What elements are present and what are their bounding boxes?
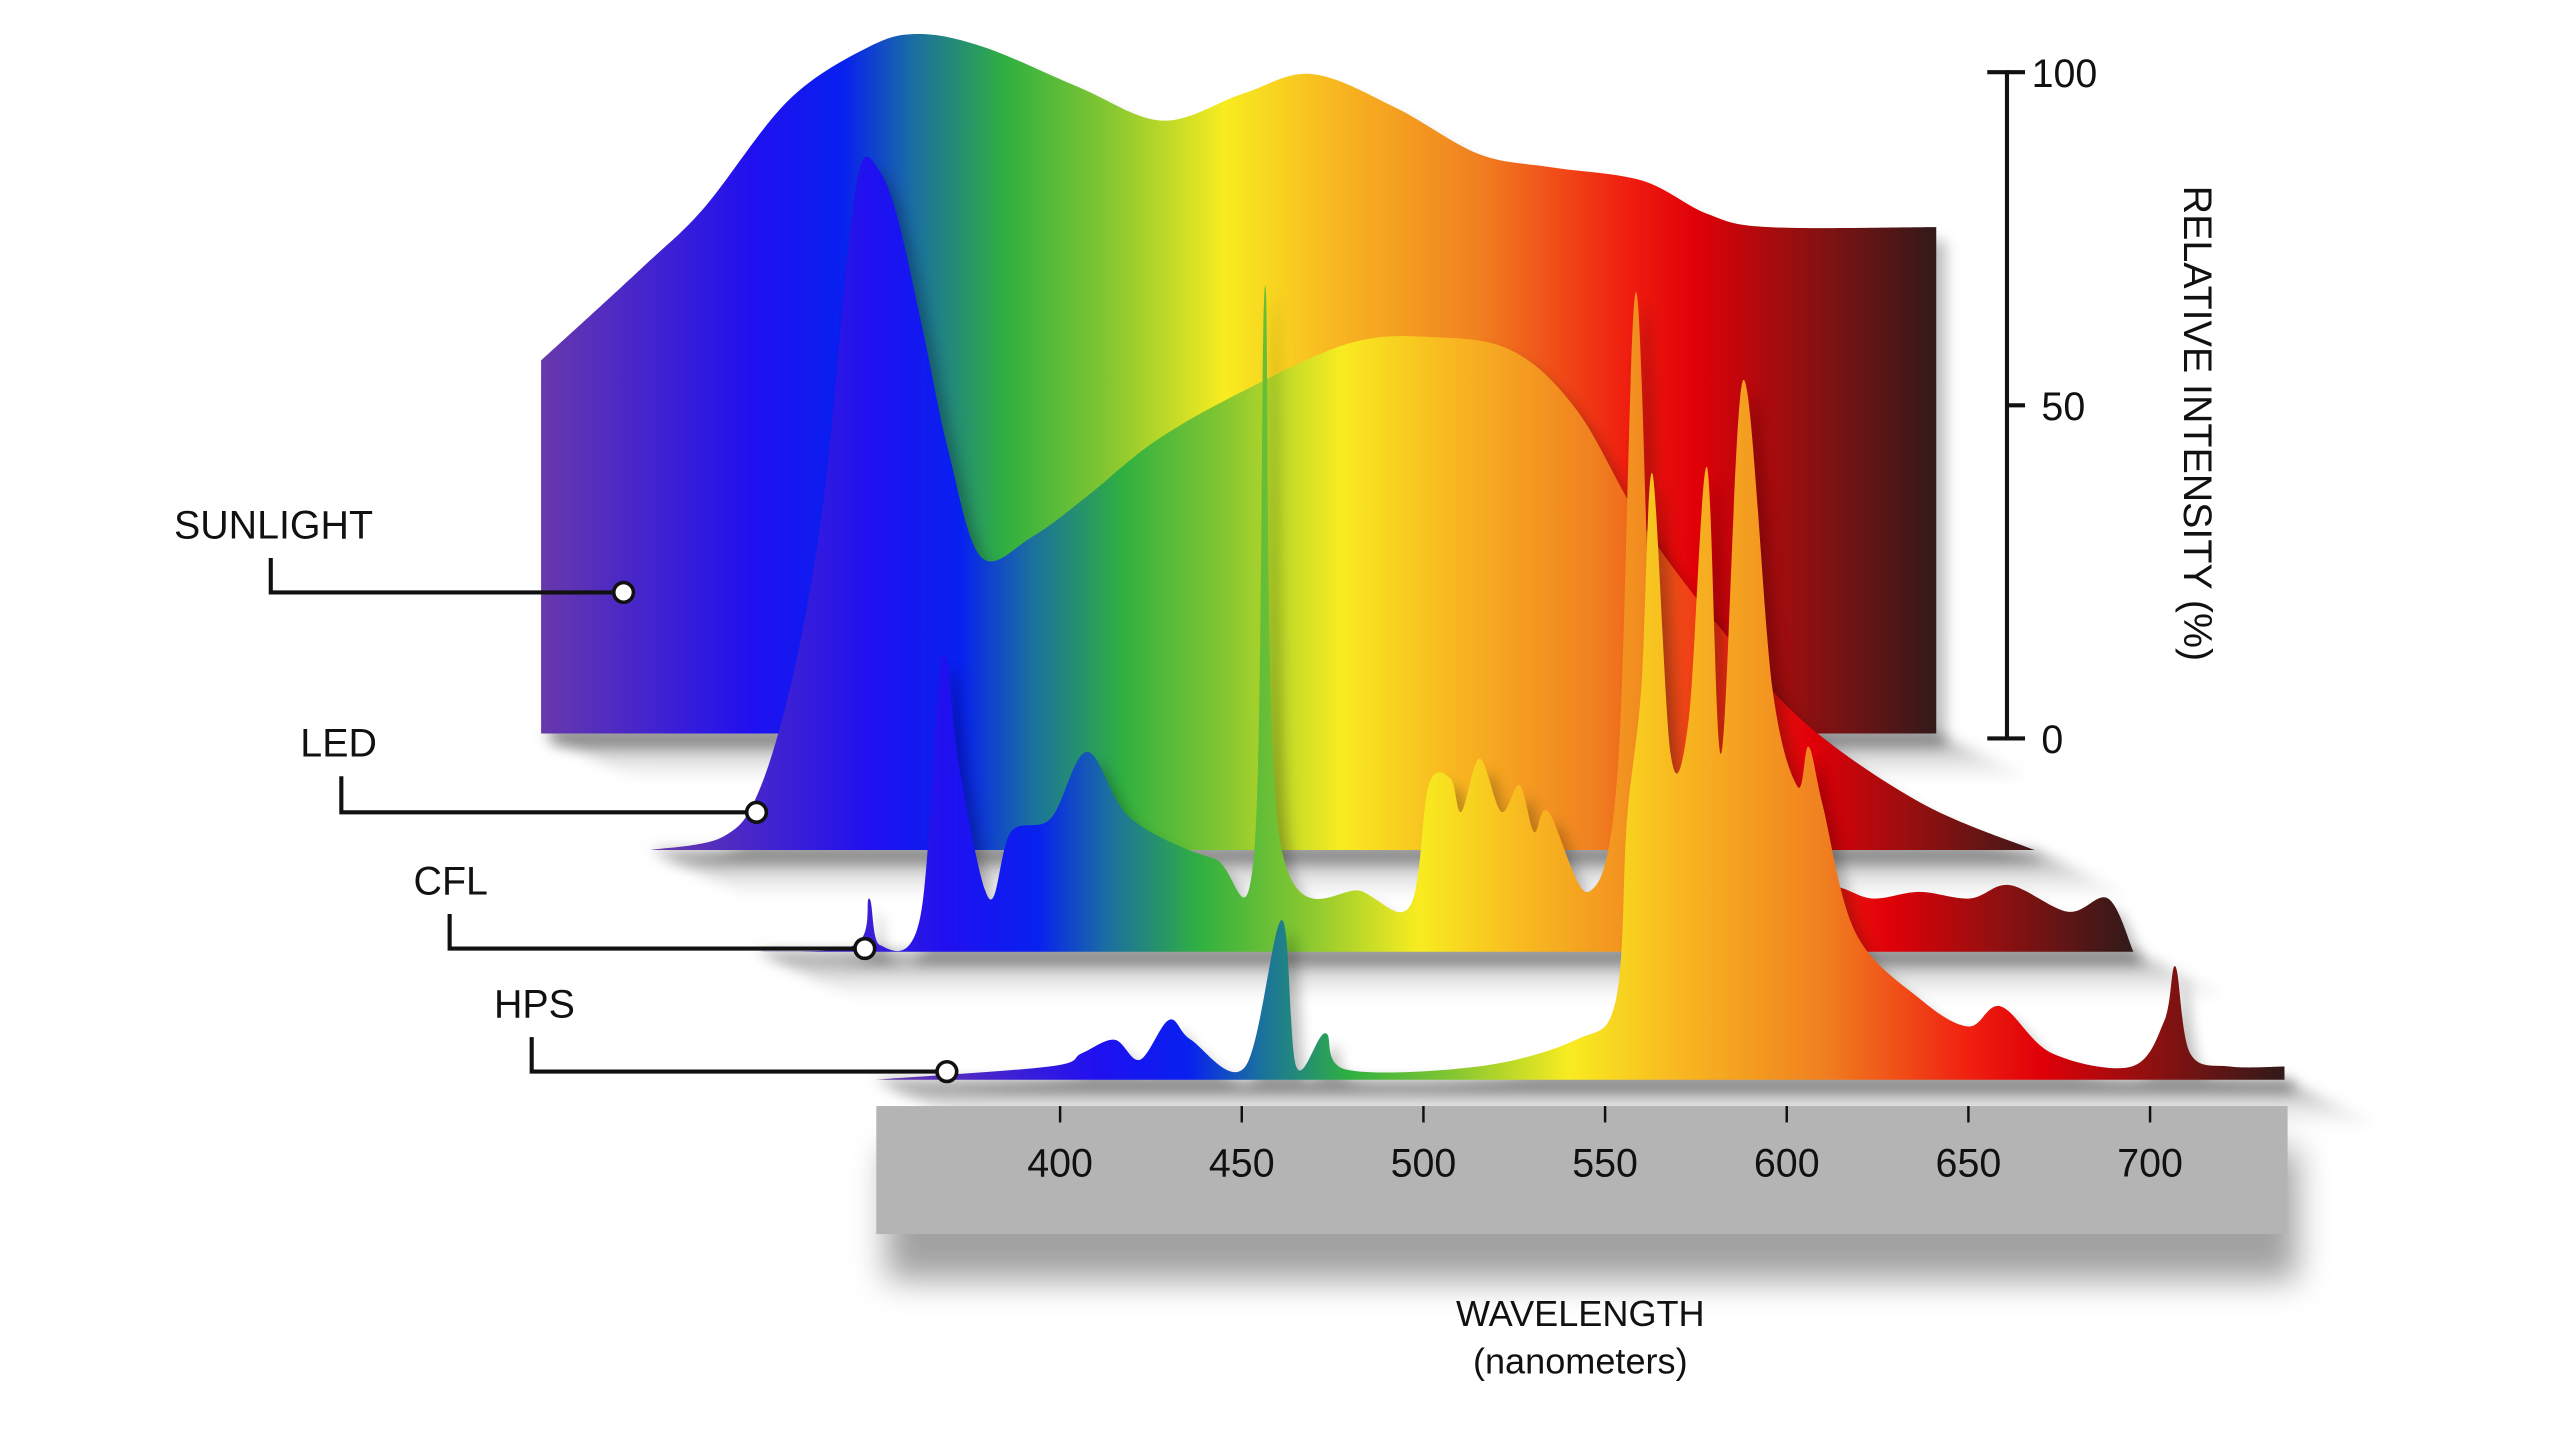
x-tick-label: 400 <box>1027 1142 1093 1186</box>
spectrum-layers <box>541 33 2295 1093</box>
y-axis-title: RELATIVE INTENSITY (%) <box>2175 186 2219 662</box>
cfl-leader-line <box>447 914 865 951</box>
x-axis-ticks: 400 450 500 550 600 650 700 <box>1027 1106 2183 1186</box>
sunlight-label: SUNLIGHT <box>174 503 373 547</box>
x-axis-bar <box>876 1106 2288 1235</box>
cfl-label: CFL <box>414 859 488 903</box>
x-tick-label: 550 <box>1572 1142 1638 1186</box>
y-tick-label: 100 <box>2032 52 2098 96</box>
x-tick-label: 700 <box>2117 1142 2183 1186</box>
x-axis-unit: (nanometers) <box>1473 1341 1688 1382</box>
led-marker-dot <box>744 800 769 824</box>
x-tick-label: 500 <box>1391 1142 1457 1186</box>
hps-leader-line <box>529 1037 947 1074</box>
hps-label: HPS <box>494 982 575 1026</box>
y-tick-label: 0 <box>2041 718 2063 762</box>
x-tick-label: 650 <box>1936 1142 2002 1186</box>
x-tick-label: 450 <box>1209 1142 1275 1186</box>
led-spectrum-area <box>650 156 2035 851</box>
led-leader-line <box>339 776 757 815</box>
cfl-spectrum-area <box>756 285 2134 952</box>
hps-marker-dot <box>935 1059 959 1084</box>
led-label: LED <box>300 722 377 766</box>
x-axis-title: WAVELENGTH <box>1456 1293 1705 1334</box>
y-axis-line <box>1987 70 2010 741</box>
sunlight-marker-dot <box>611 580 636 605</box>
y-axis-ticks: 0 50 100 <box>2006 52 2098 762</box>
sunlight-leader-line <box>268 557 624 595</box>
y-tick-label: 50 <box>2041 385 2085 429</box>
series-callouts: SUNLIGHT LED CFL HPS <box>174 503 959 1084</box>
cfl-marker-dot <box>853 936 877 961</box>
x-tick-label: 600 <box>1754 1142 1820 1186</box>
